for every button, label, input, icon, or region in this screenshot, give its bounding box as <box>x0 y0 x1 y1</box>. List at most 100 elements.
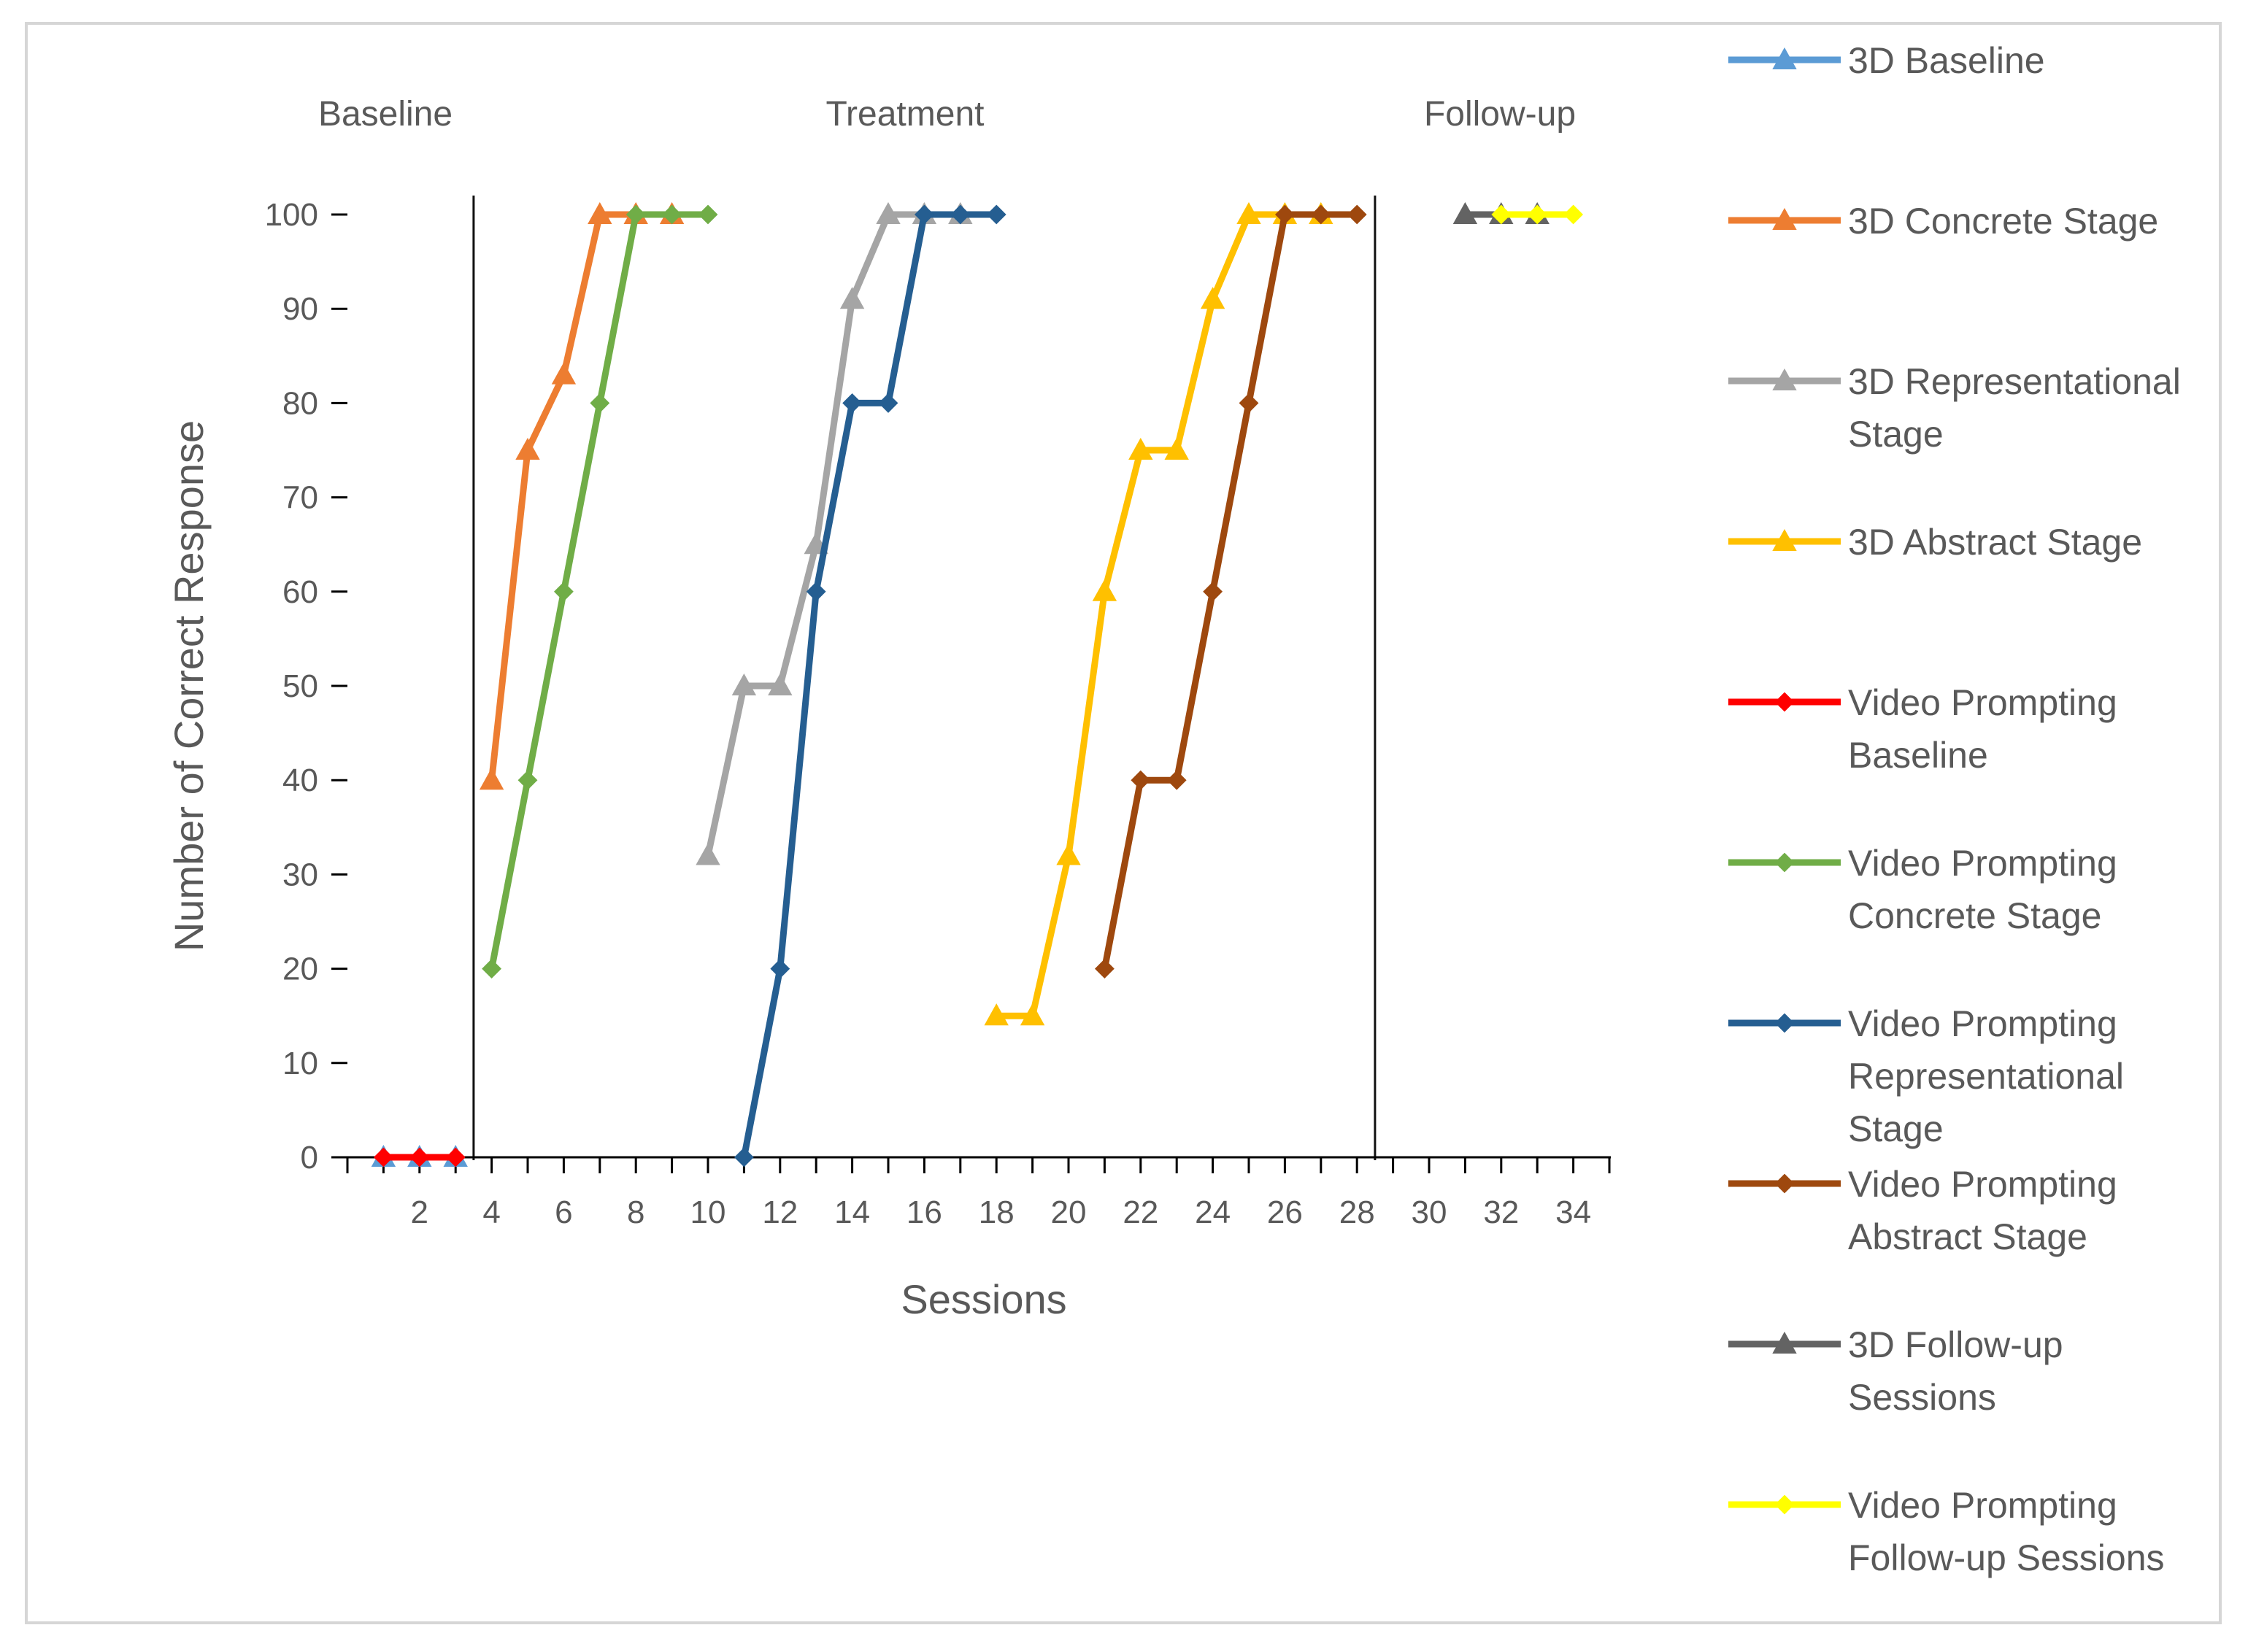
point-video-prompting-abstract-stage-26 <box>1274 204 1295 225</box>
y-tick-label-40: 40 <box>282 763 318 798</box>
y-tick-label-30: 30 <box>282 857 318 892</box>
series-layer <box>371 201 1584 1167</box>
point-3d-representational-stage-11 <box>731 673 757 695</box>
point-video-prompting-abstract-stage-25 <box>1239 393 1259 413</box>
series-video-prompting-representational-stage <box>734 204 1006 1167</box>
axes <box>331 213 1611 1173</box>
point-video-prompting-baseline-2 <box>409 1147 430 1167</box>
point-video-prompting-concrete-stage-5 <box>517 770 538 790</box>
point-video-prompting-abstract-stage-23 <box>1166 770 1187 790</box>
legend-entry-3d-baseline: 3D Baseline <box>1728 40 2045 81</box>
labels-layer: 2 4 6 8 10 12 14 16 18 20 22 24 26 28 30 32 340102030405… <box>166 95 1591 1322</box>
point-3d-concrete-stage-5 <box>515 437 540 460</box>
y-tick-label-10: 10 <box>282 1046 318 1081</box>
x-tick-label-28: 28 <box>1339 1194 1375 1230</box>
y-axis-title: Number of Correct Response <box>166 420 212 952</box>
legend-marker-video-prompting-follow-up-sessions <box>1774 1494 1795 1515</box>
legend-label-3d-follow-up-sessions-1: 3D Follow-up <box>1848 1324 2063 1365</box>
legend-label-3d-representational-stage-2: Stage <box>1848 414 1944 455</box>
legend-label-video-prompting-concrete-stage-2: Concrete Stage <box>1848 895 2101 936</box>
point-3d-follow-up-sessions-31 <box>1452 201 1478 224</box>
point-video-prompting-representational-stage-14 <box>842 393 863 413</box>
legend-label-video-prompting-abstract-stage-1: Video Prompting <box>1848 1164 2117 1205</box>
point-video-prompting-abstract-stage-22 <box>1131 770 1151 790</box>
series-video-prompting-baseline <box>373 1147 466 1167</box>
x-tick-label-20: 20 <box>1051 1194 1087 1230</box>
point-video-prompting-abstract-stage-27 <box>1311 204 1331 225</box>
legend-label-video-prompting-representational-stage-1: Video Prompting <box>1848 1003 2117 1044</box>
legend-label-video-prompting-follow-up-sessions-1: Video Prompting <box>1848 1485 2117 1526</box>
point-video-prompting-follow-up-sessions-32 <box>1491 204 1512 225</box>
legend-marker-3d-abstract-stage <box>1772 528 1797 551</box>
point-3d-concrete-stage-6 <box>551 362 577 385</box>
legend-marker-video-prompting-abstract-stage <box>1774 1173 1795 1194</box>
x-tick-label-18: 18 <box>979 1194 1015 1230</box>
point-3d-abstract-stage-24 <box>1200 287 1225 309</box>
legend-marker-3d-follow-up-sessions <box>1772 1331 1797 1354</box>
point-3d-concrete-stage-7 <box>588 201 612 224</box>
legend-marker-3d-representational-stage <box>1772 368 1797 390</box>
point-3d-representational-stage-10 <box>696 843 720 865</box>
y-tick-label-80: 80 <box>282 385 318 421</box>
phase-label-treatment: Treatment <box>826 95 985 134</box>
x-tick-label-30: 30 <box>1412 1194 1447 1230</box>
legend-entry-3d-follow-up-sessions: 3D Follow-up Sessions <box>1728 1324 2063 1418</box>
y-tick-label-50: 50 <box>282 668 318 704</box>
point-video-prompting-representational-stage-15 <box>878 393 898 413</box>
point-3d-abstract-stage-18 <box>984 1003 1009 1026</box>
point-video-prompting-concrete-stage-10 <box>698 204 718 225</box>
legend-label-video-prompting-representational-stage-3: Stage <box>1848 1108 1944 1149</box>
point-3d-abstract-stage-22 <box>1128 437 1153 460</box>
legend-entry-video-prompting-concrete-stage: Video Prompting Concrete Stage <box>1728 843 2117 936</box>
point-3d-abstract-stage-19 <box>1020 1003 1045 1026</box>
phase-label-baseline: Baseline <box>318 95 453 134</box>
point-video-prompting-abstract-stage-21 <box>1094 959 1115 979</box>
point-video-prompting-concrete-stage-7 <box>590 393 610 413</box>
y-tick-label-70: 70 <box>282 480 318 516</box>
series-video-prompting-follow-up-sessions <box>1491 204 1584 225</box>
x-tick-label-34: 34 <box>1555 1194 1591 1230</box>
legend-entry-video-prompting-baseline: Video Prompting Baseline <box>1728 682 2117 776</box>
series-video-prompting-concrete-stage <box>482 204 718 979</box>
x-tick-label-14: 14 <box>834 1194 870 1230</box>
legend-label-3d-baseline-1: 3D Baseline <box>1848 40 2045 81</box>
x-tick-label-12: 12 <box>762 1194 798 1230</box>
point-3d-concrete-stage-4 <box>479 768 504 790</box>
legend-entry-3d-abstract-stage: 3D Abstract Stage <box>1728 522 2142 563</box>
phase-label-follow-up: Follow-up <box>1424 95 1576 134</box>
point-video-prompting-concrete-stage-6 <box>553 582 574 602</box>
legend-label-video-prompting-baseline-2: Baseline <box>1848 735 1988 776</box>
point-video-prompting-concrete-stage-9 <box>662 204 682 225</box>
point-video-prompting-follow-up-sessions-34 <box>1563 204 1584 225</box>
point-video-prompting-baseline-1 <box>373 1147 393 1167</box>
series-video-prompting-abstract-stage <box>1094 204 1367 979</box>
legend-entry-video-prompting-abstract-stage: Video Prompting Abstract Stage <box>1728 1164 2117 1257</box>
legend-label-3d-follow-up-sessions-2: Sessions <box>1848 1377 1996 1418</box>
point-video-prompting-abstract-stage-28 <box>1347 204 1367 225</box>
point-video-prompting-representational-stage-11 <box>734 1147 754 1167</box>
legend-entry-video-prompting-follow-up-sessions: Video Prompting Follow-up Sessions <box>1728 1485 2165 1578</box>
x-tick-label-26: 26 <box>1267 1194 1303 1230</box>
x-tick-label-10: 10 <box>690 1194 726 1230</box>
point-video-prompting-representational-stage-12 <box>770 959 790 979</box>
series-line-video-prompting-abstract-stage <box>1101 211 1360 973</box>
y-tick-label-20: 20 <box>282 952 318 987</box>
series-line-video-prompting-concrete-stage <box>488 211 712 973</box>
legend-label-video-prompting-follow-up-sessions-2: Follow-up Sessions <box>1848 1537 2165 1578</box>
series-3d-abstract-stage <box>984 201 1333 1026</box>
point-video-prompting-baseline-3 <box>445 1147 466 1167</box>
legend-label-video-prompting-representational-stage-2: Representational <box>1848 1056 2124 1097</box>
point-video-prompting-representational-stage-13 <box>806 582 826 602</box>
legend-label-video-prompting-baseline-1: Video Prompting <box>1848 682 2117 723</box>
phase-change-lines <box>472 196 1377 1160</box>
x-tick-label-4: 4 <box>482 1194 500 1230</box>
x-tick-label-32: 32 <box>1483 1194 1519 1230</box>
point-3d-representational-stage-12 <box>768 673 793 695</box>
series-line-3d-representational-stage <box>704 211 964 860</box>
y-tick-label-90: 90 <box>282 291 318 327</box>
legend: 3D Baseline 3D Concrete Stage 3D Represent… <box>1728 40 2181 1578</box>
x-tick-label-8: 8 <box>627 1194 644 1230</box>
x-axis-title: Sessions <box>901 1276 1066 1322</box>
x-tick-label-2: 2 <box>411 1194 428 1230</box>
